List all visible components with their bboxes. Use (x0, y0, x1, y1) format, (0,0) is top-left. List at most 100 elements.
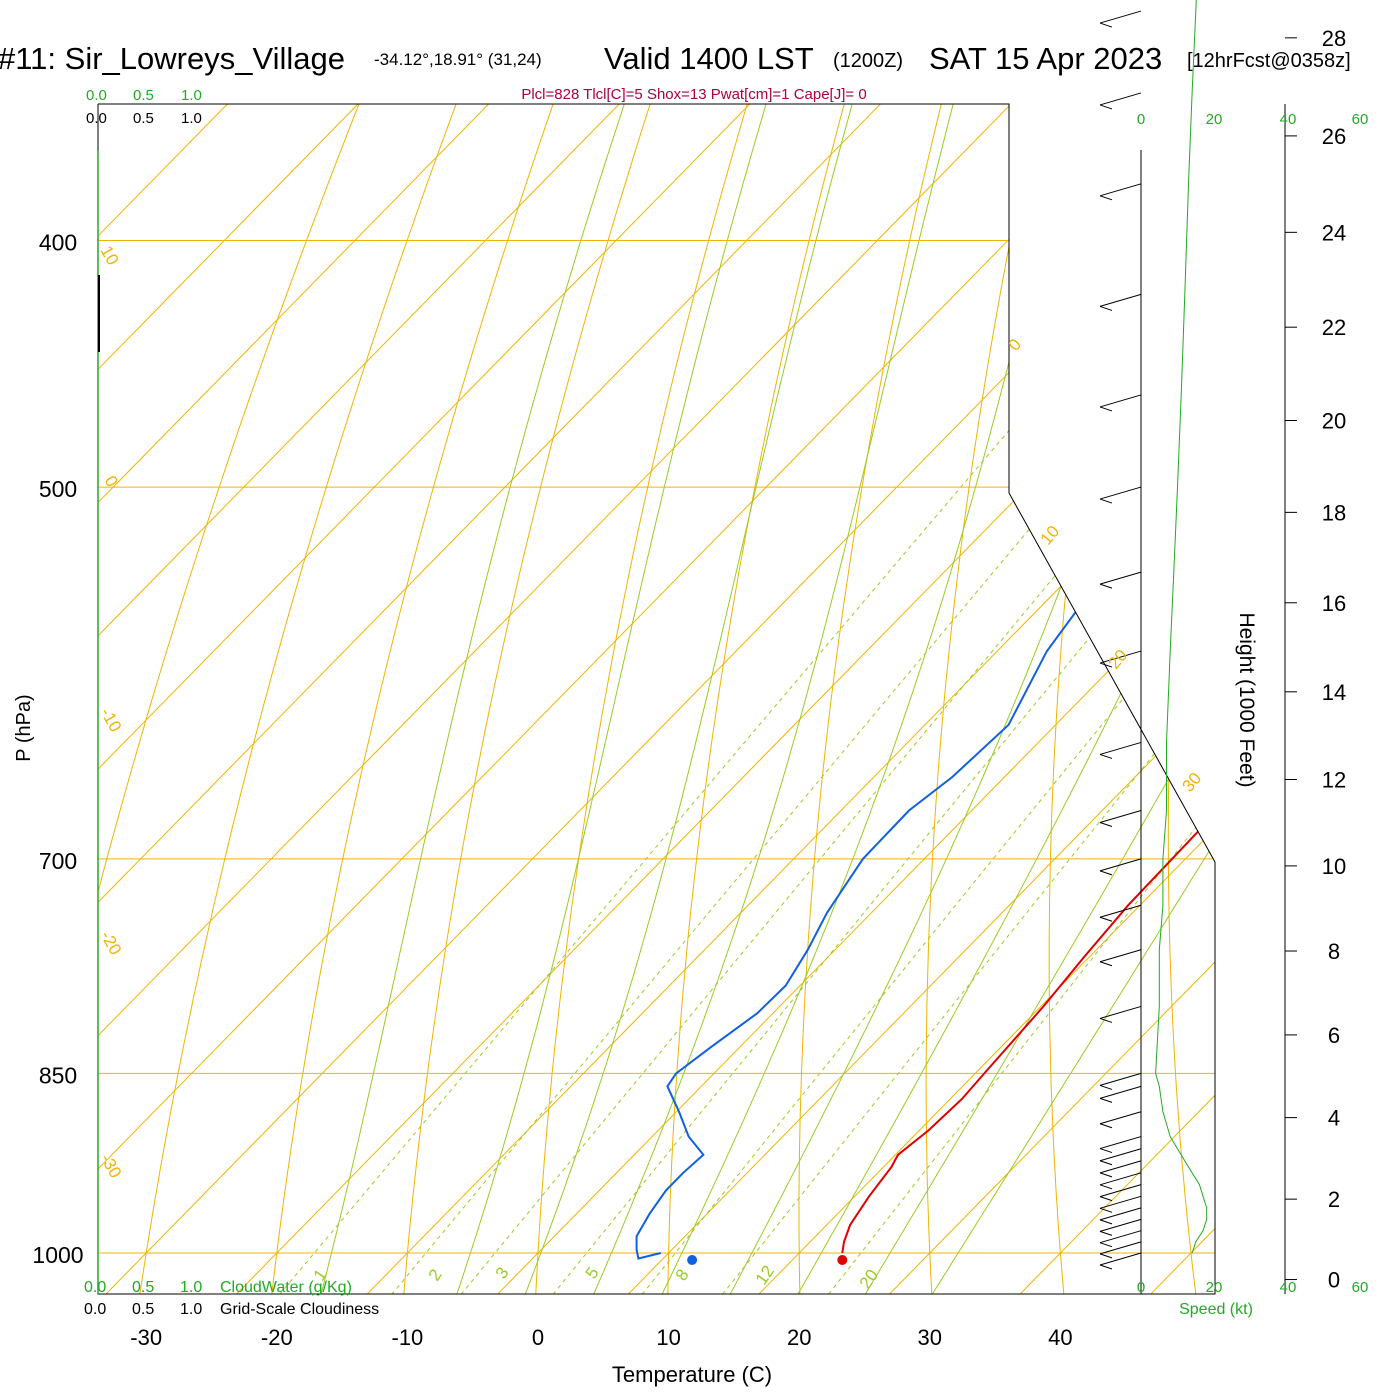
wind-barb-staff (1099, 486, 1142, 500)
x-tick-label: 10 (656, 1325, 680, 1350)
isotherm-line (98, 104, 1215, 1294)
wind-barb-staff (1099, 1184, 1142, 1198)
height-tick-label: 24 (1322, 220, 1346, 245)
isotherm-line (98, 104, 1215, 1294)
cloud-scale-bottom-green-0: 0.0 (84, 1279, 106, 1296)
speed-tick-top-0: 0 (1137, 111, 1145, 128)
dry-adiabat-line (98, 104, 542, 1294)
temperature-profile (841, 104, 1215, 1254)
wind-barb-flag (1099, 1160, 1113, 1166)
isotherm-line (98, 104, 1170, 1294)
moist-adiabat-line (434, 104, 909, 1294)
height-tick-label: 28 (1322, 26, 1346, 51)
wind-barb-flag (1099, 1230, 1113, 1236)
wind-barb-flag (1099, 1123, 1113, 1129)
station-title: #11: Sir_Lowreys_Village (0, 41, 345, 76)
dry-adiabat-line (398, 104, 803, 1294)
x-tick-label: 30 (918, 1325, 942, 1350)
wind-barb-flag (1099, 1017, 1113, 1023)
moist-adiabat-line (760, 104, 1215, 1294)
moist-adiabat-line (564, 104, 1078, 1294)
wind-barb-flag (1099, 22, 1113, 28)
wind-barb-staff (1099, 1252, 1142, 1266)
zulu-time: (1200Z) (833, 50, 903, 72)
wind-barb-flag (1099, 498, 1113, 504)
wind-barb-staff (1099, 1195, 1142, 1209)
cloud-scale-bottom-black-1: 0.5 (132, 1301, 154, 1318)
isotherm-line (98, 104, 909, 1294)
cloud-scale-bottom-green-2: 1.0 (180, 1279, 202, 1296)
dry-adiabat-label: -10 (97, 705, 126, 736)
x-tick-label: -10 (392, 1325, 424, 1350)
isotherm-line (826, 104, 1215, 1294)
x-tick-label: 0 (532, 1325, 544, 1350)
moist-adiabat-line (630, 104, 1189, 1294)
x-tick-label: 40 (1048, 1325, 1072, 1350)
height-axis-title: Height (1000 Feet) (1235, 612, 1258, 787)
wind-barb-flag (1099, 1242, 1113, 1248)
isotherm-line (98, 104, 1039, 1294)
isotherm-line (98, 104, 648, 1294)
wind-barb-flag (1099, 406, 1113, 412)
mixing-ratio-line (542, 240, 1215, 1294)
isotherm-line (565, 104, 1215, 1294)
moist-adiabat-line (891, 104, 1215, 1294)
dry-adiabat-label: -20 (97, 928, 126, 959)
height-tick-label: 6 (1328, 1023, 1340, 1048)
isotherm-label: 30 (1179, 769, 1206, 796)
dry-adiabat-line (1396, 0, 1400, 1358)
surface-dewpoint-dot (687, 1255, 698, 1265)
valid-time: Valid 1400 LST (604, 41, 814, 76)
moist-adiabat-line (499, 104, 986, 1294)
mixing-ratio-line (631, 240, 1215, 1294)
wind-barb-staff (1099, 10, 1142, 24)
wind-barb-flag (1099, 870, 1113, 876)
pressure-tick-label: 1000 (32, 1242, 83, 1268)
dry-adiabat-line (925, 104, 1150, 1294)
height-tick-label: 16 (1322, 591, 1346, 616)
height-tick-label: 10 (1322, 854, 1346, 879)
wind-barb-staff (1099, 394, 1142, 408)
mixing-ratio-label: 12 (752, 1262, 778, 1288)
isotherm-line (695, 104, 1215, 1294)
cloud-scale-top-green-0: 0.0 (86, 87, 107, 104)
height-tick-label: 4 (1328, 1106, 1340, 1131)
wind-speed-profile (1155, 0, 1208, 1254)
dry-adiabat-line (1048, 104, 1215, 1294)
moist-adiabat-line (695, 104, 1215, 1294)
speed-tick-top-20: 20 (1206, 111, 1223, 128)
profiles (635, 104, 1215, 1265)
x-axis-title: Temperature (C) (612, 1362, 772, 1387)
isotherm-label: 20 (1105, 646, 1132, 673)
x-tick-label: -20 (261, 1325, 293, 1350)
indices-text: Plcl=828 Tlcl[C]=5 Shox=13 Pwat[cm]=1 Ca… (521, 86, 866, 103)
isotherm-line (98, 104, 1215, 1294)
height-tick-label: 8 (1328, 939, 1340, 964)
dry-adiabat-line (1167, 104, 1215, 1294)
wind-barb-staff (1099, 183, 1142, 197)
wind-barb-staff (1099, 1230, 1142, 1244)
wind-barb-flag (1099, 104, 1113, 110)
cloudwater-label: CloudWater (g/Kg) (220, 1279, 352, 1296)
wind-barb-staff (1099, 1085, 1142, 1099)
height-axis-ticks: 02468101214161820222426283032 (1285, 26, 1346, 1293)
wind-barb-flag (1099, 821, 1113, 827)
wind-barb-staff (1099, 904, 1142, 918)
wind-barb-flag (1099, 1264, 1113, 1270)
dry-adiabat-line (532, 104, 890, 1294)
wind-barb-staff (1099, 1160, 1142, 1174)
wind-barb-flag (1099, 1207, 1113, 1213)
mixing-ratio-line (712, 240, 1215, 1294)
wind-barb-flag (1099, 753, 1113, 759)
cloud-scale-bottom-black-2: 1.0 (180, 1301, 202, 1318)
wind-barb-staff (1099, 1072, 1142, 1086)
mixing-ratio-label: 3 (492, 1264, 513, 1283)
pressure-tick-label: 850 (39, 1062, 77, 1088)
isotherm-line (98, 104, 1215, 1294)
wind-barb-staff (1099, 650, 1142, 664)
isotherm-line (173, 104, 1215, 1294)
wind-barb-staff (1099, 92, 1142, 106)
height-tick-label: 12 (1322, 768, 1346, 793)
forecast-info: [12hrFcst@0358z] (1187, 50, 1351, 72)
cloud-scale-top-black-0: 0.0 (86, 110, 107, 127)
